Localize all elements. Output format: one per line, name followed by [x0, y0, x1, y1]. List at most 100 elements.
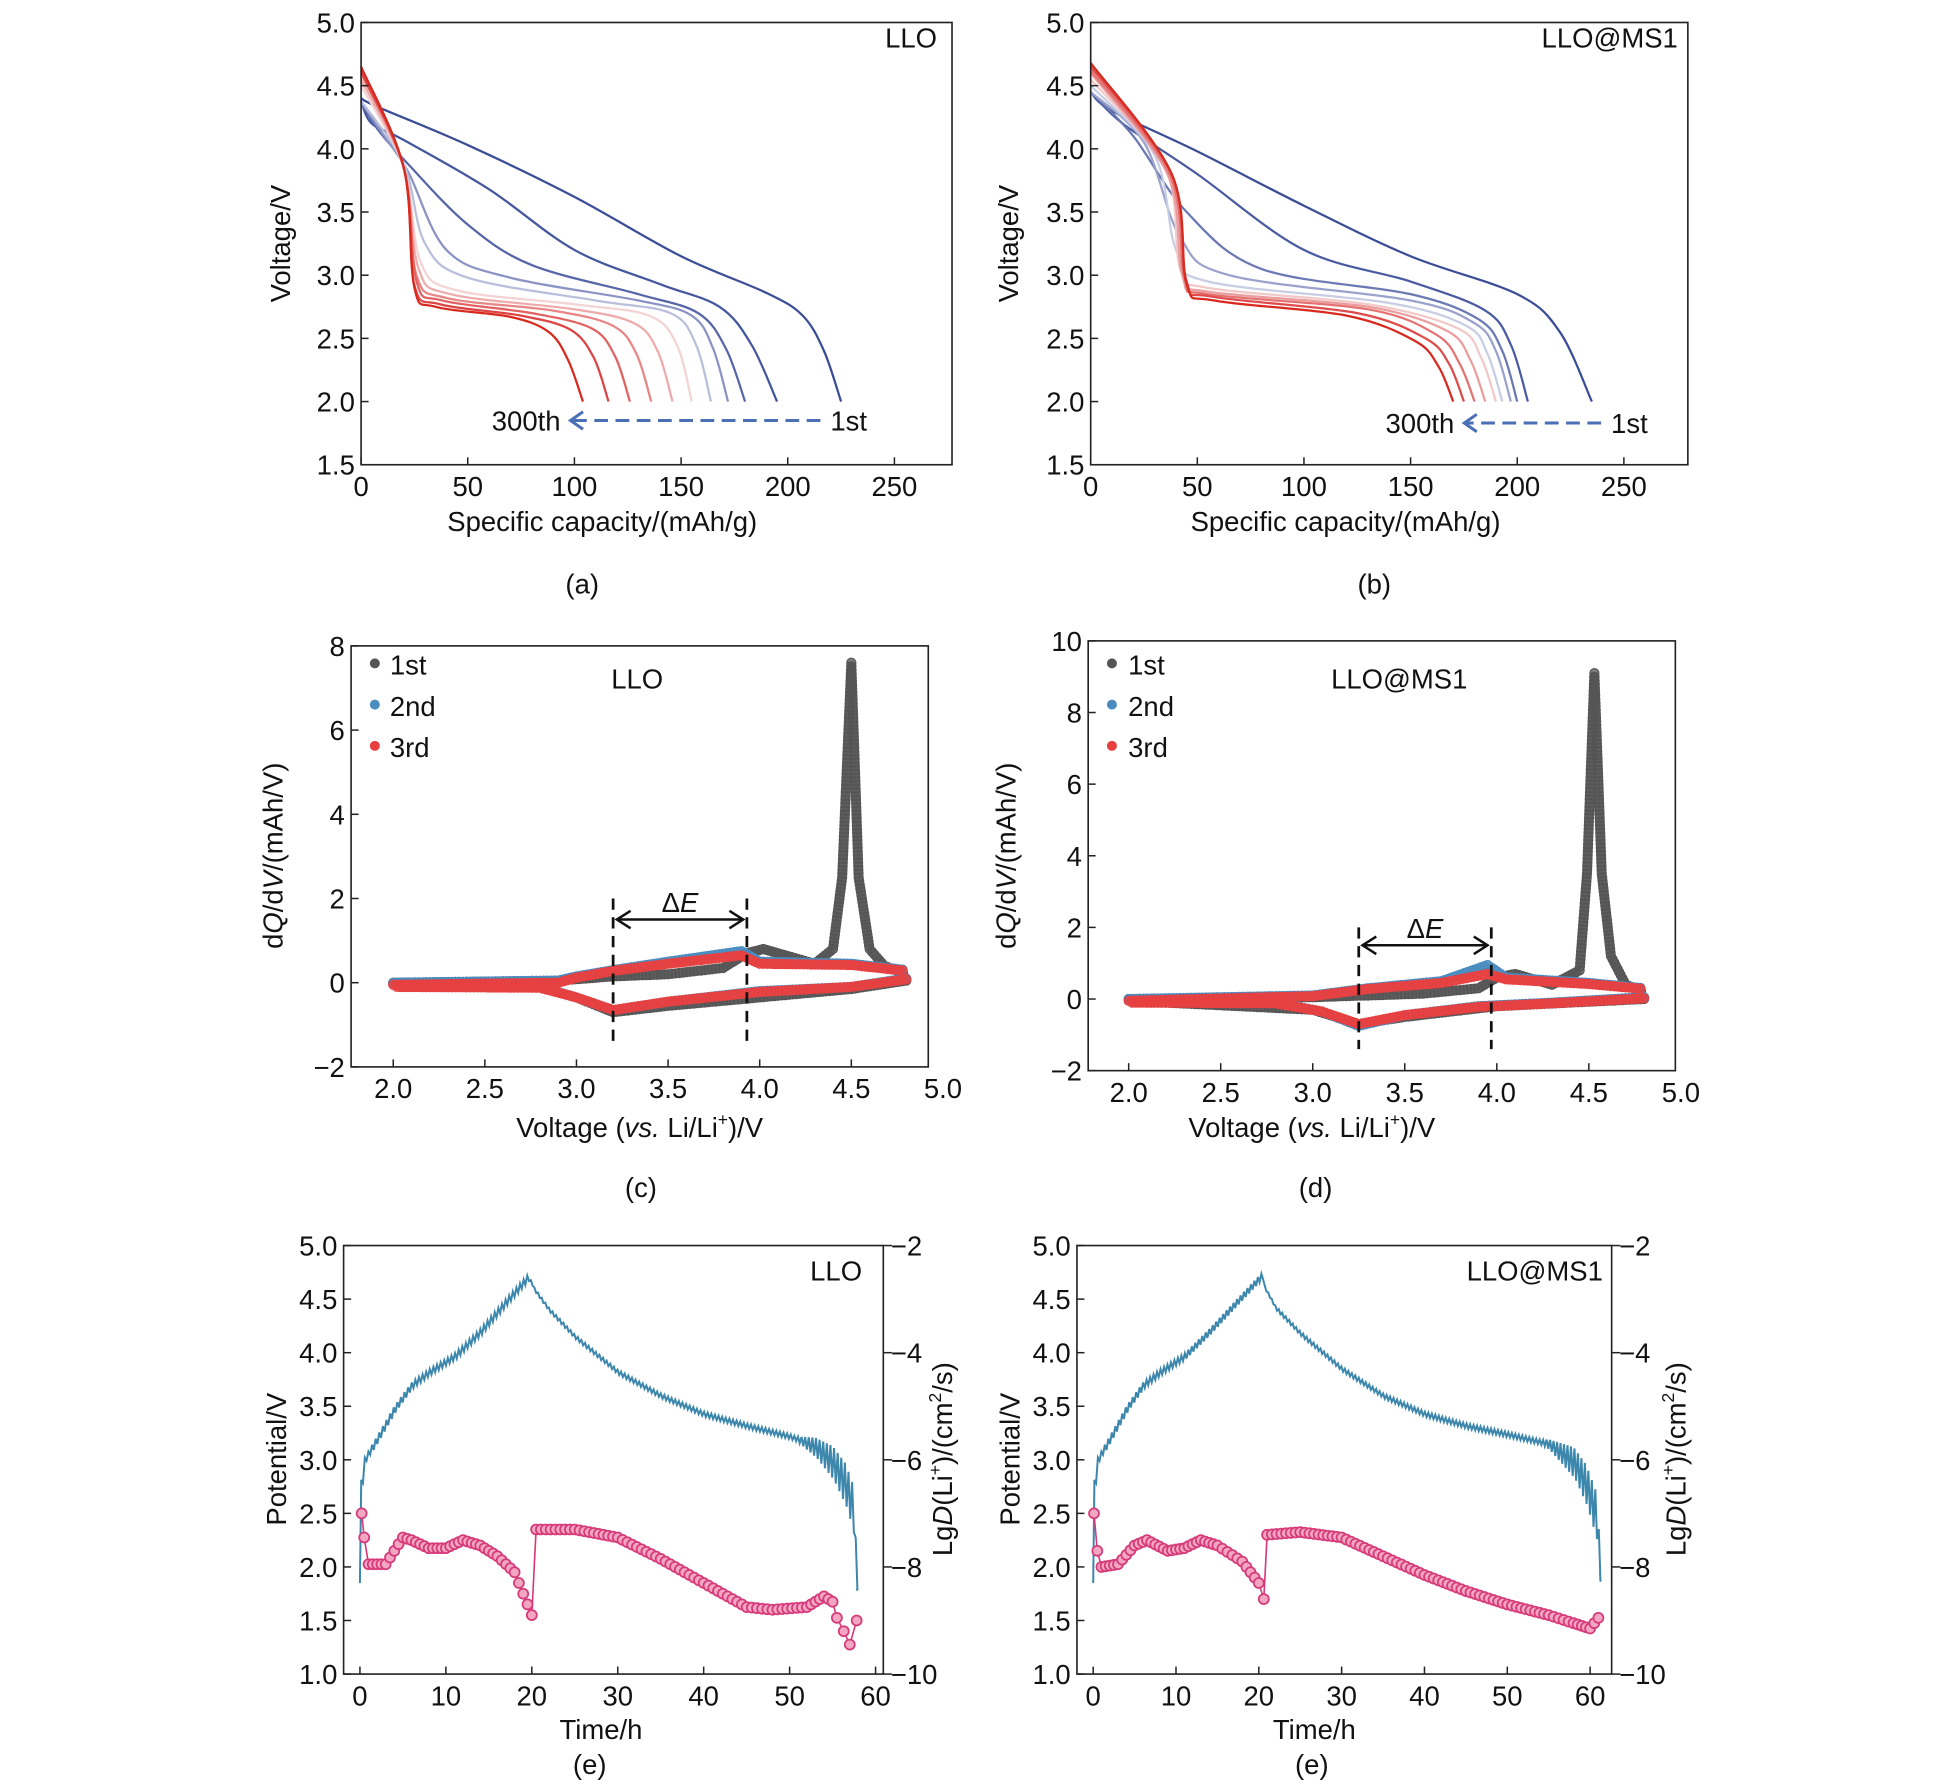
x-tick-label: 0 — [353, 471, 368, 502]
y2-tick-label: −4 — [1619, 1338, 1650, 1369]
data-point — [1635, 983, 1646, 994]
x-tick-label: 20 — [517, 1680, 548, 1711]
panel-5: 0 10 20 30 40 50 60 1.0 1.5 2.0 2.5 3.0 3.5 4.0 4.5 5.0… — [994, 1231, 1691, 1780]
y-tick-label: 1.5 — [1046, 450, 1084, 481]
plot-frame — [350, 645, 930, 1068]
y-tick-label: 2 — [1067, 912, 1082, 943]
y-axis-label: dQ/dV/(mAh/V) — [991, 763, 1022, 949]
y-tick-label: 8 — [1067, 698, 1082, 729]
x-tick-label: 60 — [1575, 1680, 1606, 1711]
data-point — [521, 1598, 534, 1611]
y-tick-label: 2.0 — [317, 387, 355, 418]
y-axis-label: Potential/V — [994, 1392, 1025, 1526]
label-segment: Voltage/V — [993, 184, 1024, 302]
series-line-cycle-6 — [1089, 78, 1497, 402]
label-segment: /s) — [1660, 1362, 1691, 1393]
data-point — [508, 1566, 521, 1579]
panel-label: (a) — [565, 568, 599, 599]
x-tick-label: 100 — [1281, 471, 1327, 502]
plot-area — [355, 1271, 863, 1651]
data-point — [1088, 1507, 1100, 1520]
x-tick-label: 4.0 — [1478, 1077, 1516, 1108]
label-segment: + — [925, 1465, 945, 1475]
plot-area — [1088, 1269, 1605, 1635]
panel-label: (c) — [625, 1172, 657, 1203]
data-point — [513, 1577, 525, 1589]
y-tick-label: 1.5 — [317, 450, 355, 481]
y2-tick-label: −10 — [891, 1659, 938, 1690]
y-tick-label: 4.5 — [317, 71, 355, 102]
series-line-cycle-2 — [360, 100, 779, 403]
label-segment: d — [991, 934, 1022, 949]
data-point — [355, 1507, 368, 1520]
data-point — [525, 1609, 538, 1622]
x-tick-label: 2.0 — [374, 1073, 412, 1104]
x-tick-label: 10 — [431, 1680, 462, 1711]
end-cycle-label: 300th — [492, 406, 561, 437]
plot-frame — [1076, 1244, 1613, 1675]
y-tick-label: 4 — [1067, 841, 1082, 872]
plot-frame — [1087, 640, 1677, 1072]
y-tick-label: 3.0 — [1033, 1445, 1071, 1476]
y-tick-label: 3.5 — [299, 1391, 337, 1422]
label-segment: Time/h — [559, 1714, 642, 1745]
label-segment: Q — [991, 912, 1022, 933]
series-line-cycle-2 — [1089, 91, 1529, 402]
panel-title: LLO — [885, 22, 937, 53]
arrowhead-icon — [1360, 935, 1490, 956]
series-line-300th — [1089, 62, 1455, 402]
label-segment: V — [991, 868, 1022, 889]
legend-marker — [1106, 658, 1117, 669]
x-tick-label: 250 — [1601, 471, 1647, 502]
panel-label: (e) — [573, 1749, 607, 1780]
series-line-300th — [360, 66, 585, 402]
end-cycle-label: 300th — [1386, 408, 1455, 439]
y-tick-label: 5.0 — [1033, 1231, 1071, 1262]
x-tick-label: 5.0 — [924, 1073, 962, 1104]
label-segment: + — [1658, 1465, 1678, 1475]
label-segment: )/(cm — [1660, 1402, 1691, 1465]
y-tick-label: 2.0 — [299, 1552, 337, 1583]
y2-tick-label: −2 — [1619, 1231, 1650, 1262]
y-tick-label: 4 — [330, 799, 345, 830]
lgd-markers — [355, 1507, 863, 1651]
x-tick-label: 50 — [452, 471, 483, 502]
label-segment: /(mAh/V) — [257, 763, 288, 871]
y2-tick-label: −2 — [891, 1231, 922, 1262]
series-line-cycle-4 — [1089, 91, 1512, 402]
legend-label: 3rd — [1128, 732, 1168, 763]
data-point — [358, 1531, 371, 1544]
x-tick-label: 30 — [602, 1680, 633, 1711]
series-line-1st — [1089, 91, 1593, 403]
series-1st — [1123, 668, 1650, 1030]
plot-frame — [342, 1244, 885, 1675]
label-segment: Lg — [927, 1526, 958, 1557]
y-tick-label: −2 — [314, 1052, 345, 1083]
x-tick-label: 2.0 — [1110, 1077, 1148, 1108]
x-tick-label: 250 — [871, 471, 917, 502]
series-line-cycle-3 — [1089, 91, 1519, 402]
plot-frame — [1089, 21, 1689, 466]
x-tick-label: 4.5 — [1570, 1077, 1608, 1108]
x-tick-label: 4.5 — [832, 1073, 870, 1104]
x-tick-label: 150 — [1388, 471, 1434, 502]
legend-label: 2nd — [390, 691, 436, 722]
plot-frame — [360, 21, 953, 466]
y-tick-label: 3.0 — [1046, 260, 1084, 291]
series-line-cycle-8 — [360, 72, 653, 402]
label-segment: D — [927, 1506, 958, 1526]
x-axis-label: Voltage (vs. Li/Li+)/V — [516, 1110, 764, 1143]
data-point — [831, 1611, 843, 1624]
y-tick-label: 2.0 — [1046, 387, 1084, 418]
data-point — [1592, 1611, 1605, 1624]
x-tick-label: 60 — [860, 1680, 891, 1711]
label-segment: )/(cm — [927, 1402, 958, 1465]
y-tick-label: 4.0 — [1033, 1338, 1071, 1369]
legend-label: 1st — [390, 650, 427, 681]
plot-area — [1123, 668, 1650, 1032]
label-segment: vs. — [625, 1112, 660, 1143]
label-segment: + — [1390, 1110, 1400, 1130]
x-tick-label: 30 — [1326, 1680, 1357, 1711]
label-segment: Specific capacity/(mAh/g) — [447, 506, 757, 537]
